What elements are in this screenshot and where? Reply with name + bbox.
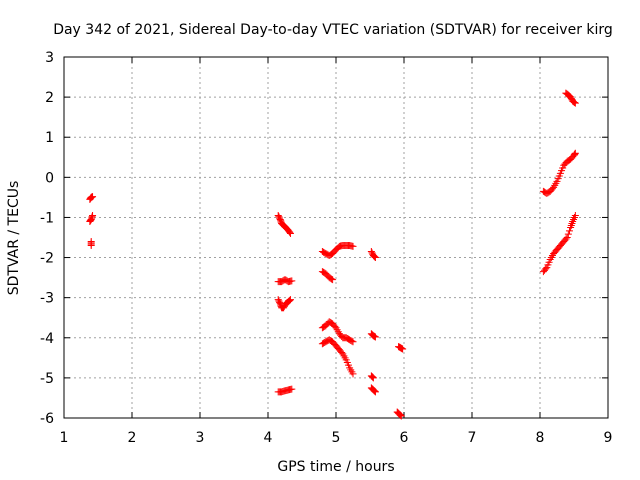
y-axis-label: SDTVAR / TECUs [6,181,22,296]
data-point [397,412,405,420]
x-tick-label: 3 [196,430,205,446]
y-tick-label: -2 [40,251,54,267]
grid [64,57,608,418]
data-point [371,387,379,395]
data-point [285,297,293,305]
data-point [562,235,570,243]
x-tick-label: 9 [604,430,613,446]
x-tick-label: 4 [264,430,273,446]
data-point [286,228,294,236]
data-point [571,211,579,219]
data-point [349,338,357,346]
data-point [369,373,377,381]
x-tick-label: 2 [128,430,137,446]
data-point [565,227,573,235]
y-tick-label: -4 [40,331,54,347]
x-tick-label: 5 [332,430,341,446]
data-point [87,242,95,250]
data-point [571,99,579,107]
data-point [396,411,404,419]
data-point [570,98,578,106]
y-tick-label: 1 [45,130,54,146]
data-point [288,385,296,393]
data-point [89,211,97,219]
data-point [570,98,578,106]
y-tick-label: 3 [45,50,54,66]
data-point [370,252,378,260]
data-point [369,374,377,382]
y-tick-label: -6 [40,411,54,427]
data-point [286,296,294,304]
data-point [564,230,572,238]
data-points [86,89,579,420]
y-tick-label: -3 [40,291,54,307]
x-tick-label: 1 [60,430,69,446]
y-tick-label: -1 [40,210,54,226]
data-point [397,411,405,419]
data-point [399,345,407,353]
data-point [286,229,294,237]
data-point [288,277,296,285]
data-point [371,254,379,262]
data-point [371,333,379,341]
data-point [370,387,378,395]
x-tick-label: 8 [536,430,545,446]
chart-title: Day 342 of 2021, Sidereal Day-to-day VTE… [53,22,613,38]
data-point [349,242,357,250]
axis-ticks [63,56,609,419]
x-tick-label: 7 [468,430,477,446]
data-point [286,296,294,304]
x-tick-label: 6 [400,430,409,446]
data-point [89,193,97,201]
data-point [348,337,356,345]
y-tick-label: 2 [45,90,54,106]
x-axis-label: GPS time / hours [277,459,394,475]
y-tick-label: -5 [40,371,54,387]
data-point [563,234,571,241]
data-point [371,388,379,396]
data-point [542,265,550,273]
x-tick-labels: 1 2 3 4 5 6 7 8 9 [60,430,613,446]
data-point [327,275,335,283]
data-point [329,276,337,284]
data-point [368,373,376,381]
data-point [571,149,579,157]
data-point [349,370,357,378]
y-tick-labels: -6 -5 -4 -3 -2 -1 0 1 2 3 [40,50,54,427]
y-tick-label: 0 [45,170,54,186]
data-point [371,253,379,261]
